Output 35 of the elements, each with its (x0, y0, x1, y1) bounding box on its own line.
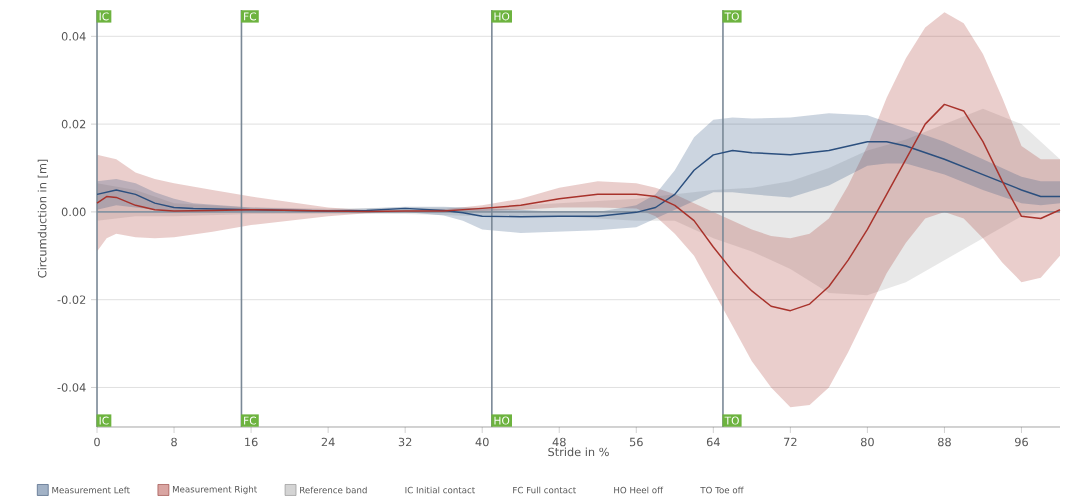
ref-line-label: TO (724, 12, 739, 21)
legend-label: Measurement Right (172, 485, 257, 495)
text: FC Full contact (513, 486, 576, 494)
x-tick-label: 8 (171, 437, 177, 447)
x-tick-label: 88 (938, 437, 951, 447)
text: TO (724, 416, 739, 425)
x-tick-label: 64 (706, 437, 720, 447)
ref-line-label: FC (244, 12, 257, 21)
x-axis-title: Stride in % (548, 447, 609, 457)
ref-line-label: HO (494, 12, 510, 21)
x-tick-label: 32 (398, 437, 412, 447)
ref-line-label: IC (99, 12, 109, 21)
text: TO Toe off (700, 486, 744, 494)
text: HO (494, 416, 510, 425)
text: IC Initial contact (405, 486, 475, 494)
legend-label: Measurement Left (52, 486, 130, 494)
x-tick-label: 48 (552, 437, 566, 447)
x-tick-label: 96 (1014, 437, 1028, 447)
y-tick-label: -0.04 (57, 383, 86, 392)
x-tick-label: 72 (784, 437, 797, 447)
x-tick-label: 40 (475, 437, 489, 447)
x-tick-label: 80 (860, 437, 874, 447)
x-tick-label: 0 (94, 437, 100, 447)
y-tick-label: 0.00 (61, 207, 86, 217)
legend-label: Reference band (300, 486, 367, 494)
y-tick-label: 0.02 (61, 119, 86, 129)
text: FC (244, 416, 257, 425)
x-tick-label: 16 (245, 437, 258, 447)
text: HO Heel off (614, 486, 664, 494)
y-tick-label: -0.02 (57, 295, 86, 304)
x-tick-label: 56 (629, 437, 643, 447)
x-tick-label: 24 (321, 437, 335, 447)
y-tick-label: 0.04 (61, 32, 86, 41)
y-axis-title: Circumduction in [m] (37, 159, 48, 278)
text: IC (99, 416, 109, 425)
